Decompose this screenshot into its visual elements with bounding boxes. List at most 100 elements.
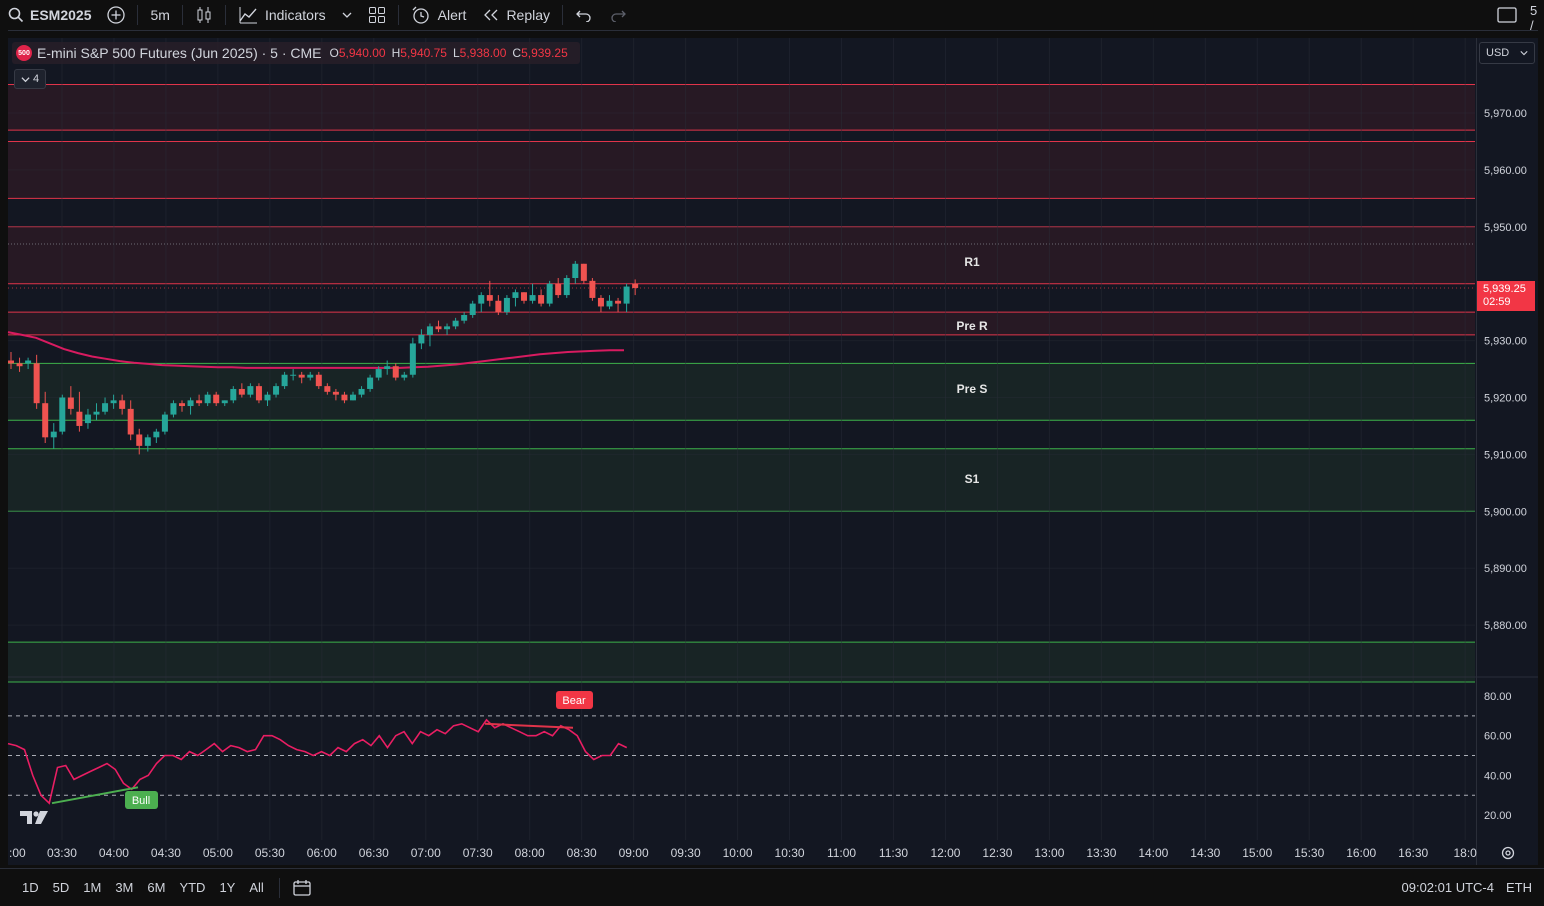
zone-label: Pre S [957, 382, 988, 396]
price-tick-label: 5,890.00 [1484, 563, 1527, 575]
time-tick-label: 04:00 [99, 846, 129, 860]
candle-body [512, 292, 519, 298]
interval-button[interactable]: 5m [150, 7, 170, 23]
templates-dropdown[interactable] [334, 0, 360, 30]
range-button-1d[interactable]: 1D [22, 880, 39, 895]
range-button-5d[interactable]: 5D [52, 880, 70, 895]
candle-body [478, 295, 485, 304]
candle [384, 360, 391, 375]
candle [555, 278, 562, 298]
candle [332, 388, 339, 401]
alert-button[interactable]: Alert [403, 0, 475, 30]
candle [503, 295, 510, 315]
candle-body [486, 295, 493, 301]
divider [397, 5, 399, 25]
indicators-label: Indicators [264, 7, 326, 23]
candle [350, 391, 356, 401]
candle [67, 386, 74, 415]
price-tick-label: 5,880.00 [1484, 620, 1527, 632]
zone-label: Pre R [956, 319, 988, 333]
symbol-legend[interactable]: 500 E-mini S&P 500 Futures (Jun 2025) · … [12, 42, 580, 64]
range-button-ytd[interactable]: YTD [179, 880, 206, 895]
candle-body [444, 326, 451, 330]
replay-button[interactable]: Replay [474, 0, 558, 30]
candle-body [255, 386, 262, 401]
chart-type-button[interactable] [187, 0, 221, 30]
collapse-indicators-button[interactable]: 4 [14, 69, 46, 89]
candle-body [196, 400, 203, 404]
redo-button[interactable] [601, 0, 635, 30]
candle [102, 397, 109, 415]
sup-zone [8, 363, 1475, 421]
candle [204, 391, 211, 407]
currency-select[interactable]: USD [1479, 42, 1535, 64]
price-tick-label: 5,910.00 [1484, 449, 1527, 461]
candle-body [16, 363, 23, 367]
candle [144, 434, 151, 452]
candle [401, 371, 408, 381]
candle-body [426, 326, 433, 335]
axis-settings-button[interactable] [1500, 845, 1516, 864]
chart-canvas[interactable]: 5,970.00 5,960.00 5,950.00 5,930.00 5,920.00… [0, 0, 1544, 868]
time-tick-label: 11:00 [827, 846, 856, 860]
compare-button[interactable] [99, 0, 133, 30]
candle-body [119, 400, 126, 409]
axis-layer: 5,970.00 5,960.00 5,950.00 5,930.00 5,920.00… [9, 108, 1527, 860]
range-button-all[interactable]: All [249, 880, 264, 895]
fullscreen-button[interactable] [1488, 0, 1526, 30]
candle-body [615, 300, 622, 304]
candle-body [230, 388, 237, 401]
clock-timezone[interactable]: 09:02:01 UTC-4 [1401, 880, 1495, 895]
candle [538, 289, 545, 307]
time-tick-label: 03:30 [47, 846, 77, 860]
price-tick-label: 5,950.00 [1484, 222, 1527, 234]
moving-average-line [7, 331, 624, 369]
candle-body [632, 283, 639, 288]
redo-icon [611, 10, 626, 22]
candle-body [452, 320, 459, 327]
candle-body [170, 403, 177, 415]
oscillator-tick-label: 40.00 [1484, 770, 1512, 782]
oscillator-line [7, 718, 628, 805]
candle-body [597, 297, 604, 307]
range-button-1y[interactable]: 1Y [219, 880, 236, 895]
symbol-search[interactable]: ESM2025 [0, 0, 99, 30]
layout-button[interactable] [360, 0, 394, 30]
chevron-down-icon [342, 12, 352, 18]
candle-body [341, 394, 348, 401]
chevron-down-icon [21, 76, 30, 82]
sup-zone [8, 642, 1475, 682]
search-icon [8, 7, 24, 23]
chart-area[interactable] [8, 38, 1476, 865]
bottom-toolbar: 1D 5D 1M 3M 6M YTD 1Y All 09:02:01 UTC-4 ETH [0, 868, 1544, 906]
legend-close: C5,939.25 [512, 46, 568, 60]
range-button-6m[interactable]: 6M [147, 880, 166, 895]
undo-button[interactable] [567, 0, 601, 30]
range-button-3m[interactable]: 3M [115, 880, 134, 895]
time-tick-label: 13:00 [1034, 846, 1064, 860]
candle-body [555, 283, 562, 296]
time-tick-label: 14:30 [1190, 846, 1220, 860]
candle [367, 374, 374, 392]
session-toggle[interactable]: ETH [1506, 880, 1532, 895]
candle-body [307, 374, 314, 378]
candle-body [213, 394, 220, 404]
time-tick-label: 15:30 [1294, 846, 1324, 860]
candle [238, 383, 245, 398]
date-range-button[interactable] [284, 873, 320, 903]
candle [546, 280, 553, 307]
candle-body [623, 286, 630, 304]
grid-layer [8, 38, 1475, 840]
time-tick-label: 09:00 [619, 846, 649, 860]
indicators-button[interactable]: Indicators [230, 0, 334, 30]
candle [358, 386, 365, 398]
candle-body [503, 297, 510, 313]
candle [76, 391, 83, 432]
candle-body [8, 360, 14, 364]
candle-body [25, 360, 32, 364]
candle [435, 320, 442, 333]
price-axis[interactable] [1476, 38, 1539, 865]
undo-icon [576, 10, 591, 22]
range-button-1m[interactable]: 1M [83, 880, 102, 895]
candles-layer [8, 260, 639, 455]
